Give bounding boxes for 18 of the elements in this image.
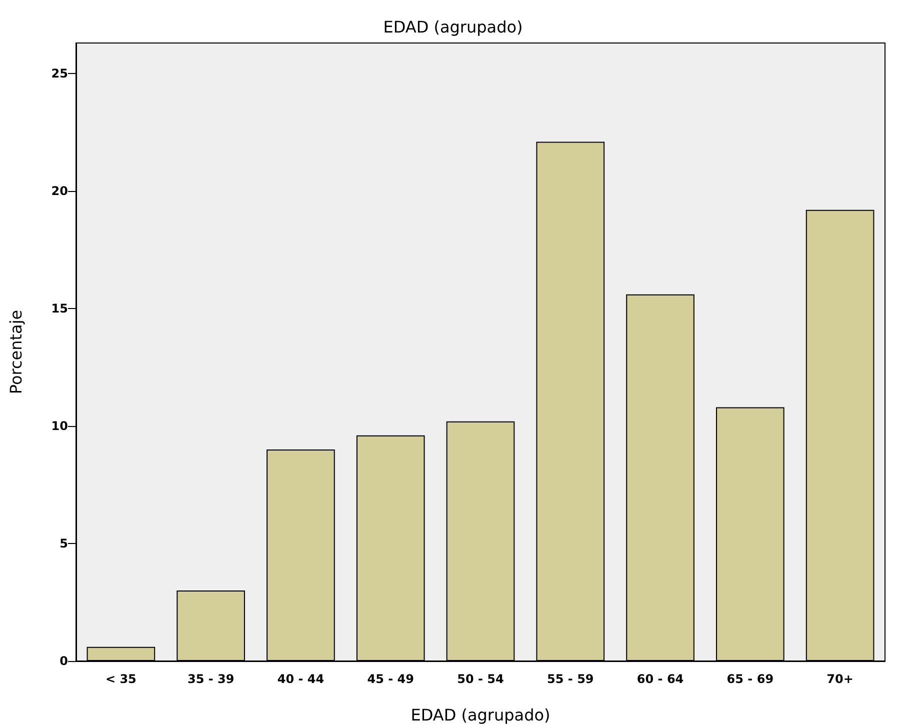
- y-tick-label: 15: [51, 302, 68, 316]
- x-tick-label: 50 - 54: [457, 672, 504, 686]
- x-tick-label: 70+: [826, 672, 854, 686]
- y-axis-title: Porcentaje: [6, 310, 26, 394]
- x-tick-label: 45 - 49: [367, 672, 414, 686]
- x-tick-label: 35 - 39: [187, 672, 234, 686]
- y-tick-label: 0: [60, 654, 68, 668]
- x-tick-label: 40 - 44: [277, 672, 324, 686]
- y-tick-label: 20: [51, 184, 68, 198]
- x-tick-label: 55 - 59: [547, 672, 594, 686]
- x-tick-label: < 35: [105, 672, 136, 686]
- y-tick-label: 25: [51, 66, 68, 81]
- x-tick-label: 65 - 69: [726, 672, 774, 686]
- chart-title: EDAD (agrupado): [383, 18, 523, 36]
- y-tick-label: 10: [51, 419, 68, 434]
- y-tick-label: 5: [60, 536, 68, 551]
- x-tick-label: 60 - 64: [636, 672, 684, 686]
- x-axis-title: EDAD (agrupado): [410, 706, 550, 724]
